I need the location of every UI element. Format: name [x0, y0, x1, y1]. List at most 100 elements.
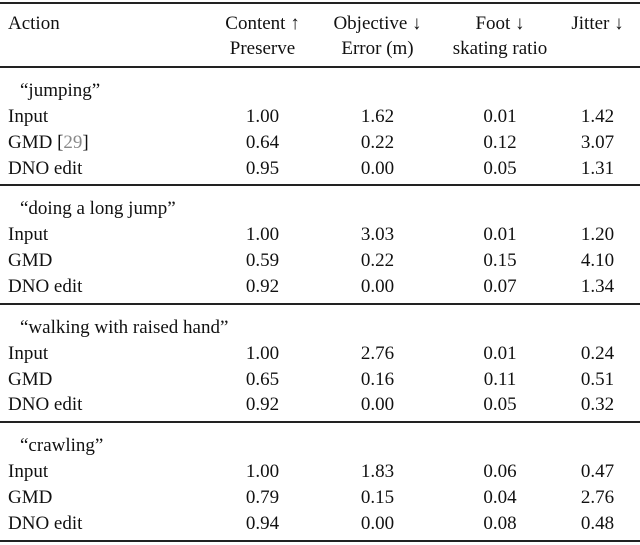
value-cell: 0.05	[483, 157, 517, 179]
group-section: “walking with raised hand” Input 1.00 2.76 0…	[0, 304, 640, 423]
value-cell: 2.76	[580, 486, 615, 508]
value-cell: 1.20	[580, 224, 615, 246]
group-label: “jumping”	[20, 80, 101, 101]
header-jitter: Jitter ↓	[555, 3, 640, 67]
value-cell: 0.06	[483, 461, 517, 483]
table-row: GMD [29] 0.64 0.22 0.12 3.07	[0, 130, 640, 156]
table-row: Input 1.00 2.76 0.01 0.24	[0, 341, 640, 367]
header-line: Foot ↓	[475, 13, 525, 34]
method-name: GMD	[8, 486, 53, 508]
value-cell: 0.79	[245, 486, 280, 508]
table-row: DNO edit 0.92 0.00 0.07 1.34	[0, 274, 640, 304]
table-row: Input 1.00 1.83 0.06 0.47	[0, 459, 640, 485]
value-cell: 0.92	[245, 394, 280, 416]
value-cell: 0.11	[483, 368, 517, 390]
value-cell: 0.59	[245, 250, 280, 272]
value-cell: 0.16	[360, 368, 395, 390]
table-row: DNO edit 0.95 0.00 0.05 1.31	[0, 156, 640, 186]
group-label: “walking with raised hand”	[20, 316, 229, 338]
method-name: DNO edit	[8, 512, 83, 534]
method-cell: Input	[0, 104, 215, 130]
value-cell: 1.31	[580, 157, 615, 179]
value-cell: 0.24	[580, 342, 615, 364]
value-cell: 0.00	[360, 512, 395, 534]
group-label-row: “crawling”	[0, 422, 640, 459]
group-label-row: “walking with raised hand”	[0, 304, 640, 341]
value-cell: 0.95	[245, 157, 280, 179]
value-cell: 1.00	[245, 106, 280, 127]
value-cell: 0.05	[483, 394, 517, 416]
table-row: DNO edit 0.94 0.00 0.08 0.48	[0, 511, 640, 541]
method-name: GMD	[8, 368, 53, 390]
group-label-row: “jumping”	[0, 67, 640, 104]
table-row: Input 1.00 1.62 0.01 1.42	[0, 104, 640, 130]
group-label-row: “doing a long jump”	[0, 185, 640, 222]
method-cell: DNO edit	[0, 392, 215, 422]
table-row: GMD 0.65 0.16 0.11 0.51	[0, 367, 640, 393]
header-line: Jitter ↓	[571, 13, 624, 34]
table-row: GMD 0.59 0.22 0.15 4.10	[0, 248, 640, 274]
method-cell: GMD [29]	[8, 131, 89, 153]
value-cell: 0.65	[245, 368, 280, 390]
value-cell: 0.47	[580, 461, 615, 483]
value-cell: 1.83	[360, 461, 395, 483]
table-header: Action Content ↑ Preserve Objective ↓ Erro…	[0, 3, 640, 67]
method-cell: GMD	[0, 485, 215, 511]
header-line: Objective ↓	[333, 13, 422, 34]
method-name: Input	[8, 342, 49, 364]
group-section: “doing a long jump” Input 1.00 3.03 0.01 1.20…	[0, 185, 640, 304]
value-cell: 0.15	[360, 486, 395, 508]
method-name: GMD	[8, 131, 53, 153]
method-cell: GMD	[0, 367, 215, 393]
method-name: DNO edit	[8, 394, 83, 416]
header-foot-skating: Foot ↓ skating ratio	[445, 3, 555, 67]
value-cell: 1.34	[580, 275, 615, 297]
header-line: skating ratio	[452, 38, 548, 59]
value-cell: 0.51	[580, 368, 615, 390]
method-name: GMD	[8, 250, 53, 272]
value-cell: 3.03	[360, 224, 395, 246]
value-cell: 0.94	[245, 512, 280, 534]
value-cell: 0.15	[483, 250, 517, 272]
method-name: Input	[8, 224, 49, 246]
citation-link[interactable]: 29	[63, 131, 83, 153]
method-cell: DNO edit	[0, 511, 215, 541]
value-cell: 3.07	[580, 131, 615, 153]
group-section: “crawling” Input 1.00 1.83 0.06 0.47 GMD 0.79 0.…	[0, 422, 640, 541]
header-line: Content ↑	[225, 13, 300, 34]
method-cell: Input	[0, 222, 215, 248]
value-cell: 1.00	[245, 224, 280, 246]
header-objective-error: Objective ↓ Error (m)	[310, 3, 445, 67]
value-cell: 0.00	[360, 275, 395, 297]
value-cell: 0.01	[483, 224, 517, 246]
value-cell: 2.76	[360, 342, 395, 364]
value-cell: 1.00	[245, 342, 280, 364]
method-name: DNO edit	[8, 157, 83, 179]
method-cell: DNO edit	[0, 274, 215, 304]
value-cell: 0.07	[483, 275, 517, 297]
header-content-preserve: Content ↑ Preserve	[215, 3, 310, 67]
table-row: Input 1.00 3.03 0.01 1.20	[0, 222, 640, 248]
method-cell: Input	[0, 459, 215, 485]
value-cell: 4.10	[580, 250, 615, 272]
value-cell: 0.64	[245, 131, 280, 153]
table-row: GMD 0.79 0.15 0.04 2.76	[0, 485, 640, 511]
group-label: “doing a long jump”	[20, 198, 176, 220]
value-cell: 0.01	[483, 106, 517, 127]
header-line: Preserve	[229, 38, 296, 59]
value-cell: 0.22	[360, 131, 395, 153]
value-cell: 1.00	[245, 461, 280, 483]
value-cell: 0.12	[483, 131, 517, 153]
method-cell: Input	[0, 341, 215, 367]
method-name: Input	[8, 106, 49, 127]
table-row: DNO edit 0.92 0.00 0.05 0.32	[0, 392, 640, 422]
value-cell: 0.32	[580, 394, 615, 416]
value-cell: 0.01	[483, 342, 517, 364]
value-cell: 0.00	[360, 157, 395, 179]
group-label: “crawling”	[20, 435, 104, 457]
value-cell: 1.42	[580, 106, 615, 127]
value-cell: 0.48	[580, 512, 615, 534]
value-cell: 0.92	[245, 275, 280, 297]
header-action: Action	[8, 13, 60, 34]
